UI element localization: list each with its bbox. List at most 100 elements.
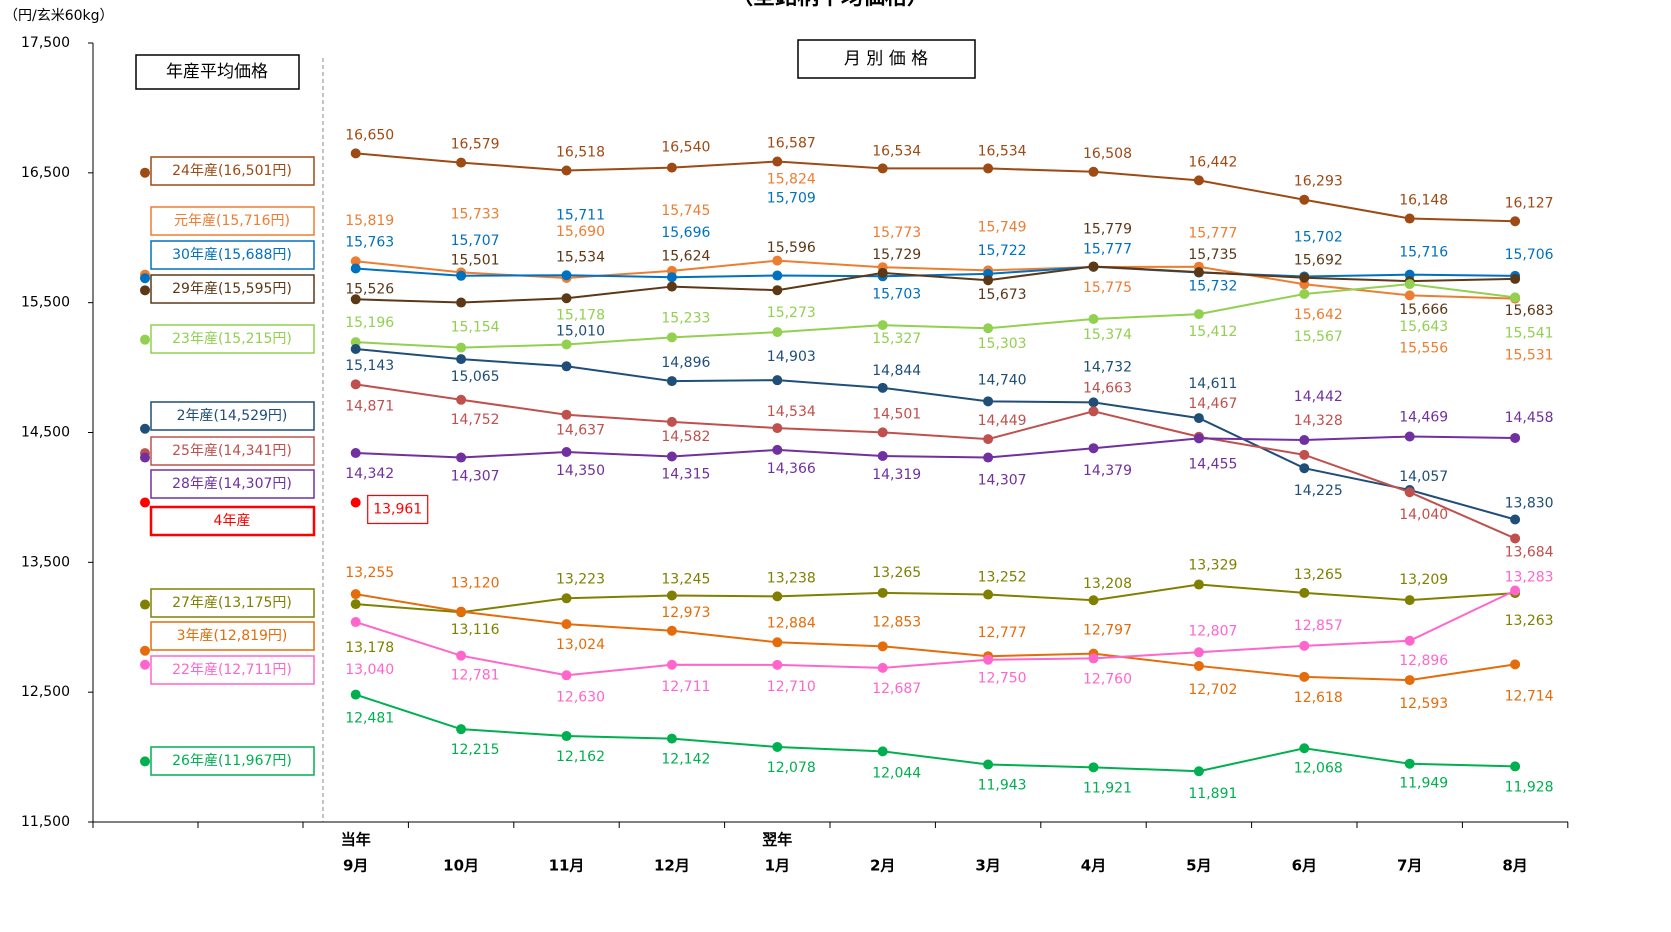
data-point (561, 670, 572, 681)
value-label: 12,702 (1188, 682, 1237, 698)
data-point (350, 263, 361, 274)
value-label: 14,469 (1399, 410, 1448, 426)
data-point (877, 382, 888, 393)
data-point (1088, 261, 1099, 272)
data-point (1404, 431, 1415, 442)
value-label: 14,467 (1188, 396, 1237, 412)
data-point (1088, 653, 1099, 664)
value-label: 15,154 (451, 320, 500, 336)
data-point (772, 444, 783, 455)
series-line (355, 152, 1516, 223)
data-point (772, 375, 783, 386)
data-point (1299, 435, 1310, 446)
series-line (355, 593, 1516, 682)
data-point (350, 599, 361, 610)
value-label: 12,215 (451, 742, 500, 758)
value-label: 15,624 (661, 249, 710, 265)
value-label: 15,696 (661, 225, 710, 241)
value-label: 12,687 (872, 681, 921, 697)
value-label: 14,458 (1505, 410, 1554, 426)
data-point (456, 650, 467, 661)
x-tick-label: 4月 (1081, 857, 1106, 875)
series-line (355, 283, 1516, 349)
value-label: 16,508 (1083, 146, 1132, 162)
legend-label: 24年産(16,501円) (172, 163, 292, 179)
annual-point (140, 659, 150, 670)
data-point (456, 724, 467, 735)
legend-label: 22年産(12,711円) (172, 662, 292, 678)
monthly-box (797, 39, 976, 79)
value-label: 12,973 (661, 605, 710, 621)
data-point (1404, 595, 1415, 606)
data-point (877, 662, 888, 673)
legend-label: 元年産(15,716円) (174, 213, 290, 229)
chart-title: （全銘柄平均価格） (731, 0, 929, 10)
data-point (983, 323, 994, 334)
data-point (1404, 213, 1415, 224)
value-label: 12,777 (978, 625, 1027, 641)
data-point (1193, 766, 1204, 777)
y-tick-label: 12,500 (21, 684, 70, 700)
data-point (1510, 659, 1521, 670)
value-label: 14,740 (978, 372, 1027, 388)
value-label: 12,896 (1399, 653, 1448, 669)
value-label: 12,630 (556, 689, 605, 705)
data-point (1193, 309, 1204, 320)
value-label: 14,449 (978, 413, 1027, 429)
value-label: 14,319 (872, 467, 921, 483)
value-label: 13,178 (345, 640, 394, 656)
data-point (561, 293, 572, 304)
data-point (772, 423, 783, 434)
series-line (355, 589, 1516, 677)
x-group-label: 翌年 (762, 831, 792, 849)
value-label: 15,733 (451, 206, 500, 222)
legend-box (150, 401, 315, 431)
data-point (772, 637, 783, 648)
data-point (877, 320, 888, 331)
legend-box (150, 274, 315, 304)
x-tick-label: 8月 (1502, 857, 1527, 875)
value-label: 14,225 (1294, 483, 1343, 499)
value-label: 14,442 (1294, 389, 1343, 405)
value-label: 14,732 (1083, 359, 1132, 375)
y-tick-label: 15,500 (21, 295, 70, 311)
value-label: 15,702 (1294, 229, 1343, 245)
value-label: 15,541 (1505, 325, 1554, 341)
data-point (1510, 514, 1521, 525)
value-label: 14,307 (978, 473, 1027, 489)
value-label: 15,729 (872, 247, 921, 263)
value-label: 15,779 (1083, 221, 1132, 237)
value-label: 12,044 (872, 765, 921, 781)
data-point (772, 270, 783, 281)
data-point (350, 448, 361, 459)
value-label: 12,807 (1188, 623, 1237, 639)
value-label: 12,781 (451, 668, 500, 684)
x-tick-label: 3月 (975, 857, 1000, 875)
y-tick-label: 16,500 (21, 165, 70, 181)
annual-point (140, 167, 150, 178)
data-point (1404, 279, 1415, 290)
value-label: 15,567 (1294, 329, 1343, 345)
x-tick-label: 10月 (443, 857, 479, 875)
series-line (355, 259, 1516, 300)
value-label: 13,329 (1188, 558, 1237, 574)
data-point (350, 344, 361, 355)
annual-point (140, 273, 150, 284)
data-point (1299, 587, 1310, 598)
value-label: 15,706 (1505, 247, 1554, 263)
value-label: 15,683 (1505, 303, 1554, 319)
data-point (877, 587, 888, 598)
value-label: 15,374 (1083, 327, 1132, 343)
value-label: 13,120 (451, 576, 500, 592)
value-label: 14,315 (661, 467, 710, 483)
data-point (1510, 585, 1521, 596)
data-point (666, 332, 677, 343)
value-label: 14,871 (345, 398, 394, 414)
legend-label: 2年産(14,529円) (177, 408, 288, 424)
monthly-box-label: 月 別 価 格 (844, 49, 928, 69)
value-label: 15,303 (978, 336, 1027, 352)
data-point (666, 659, 677, 670)
value-label: 14,534 (767, 404, 816, 420)
value-label: 16,587 (767, 136, 816, 152)
y-tick-label: 17,500 (21, 35, 70, 51)
